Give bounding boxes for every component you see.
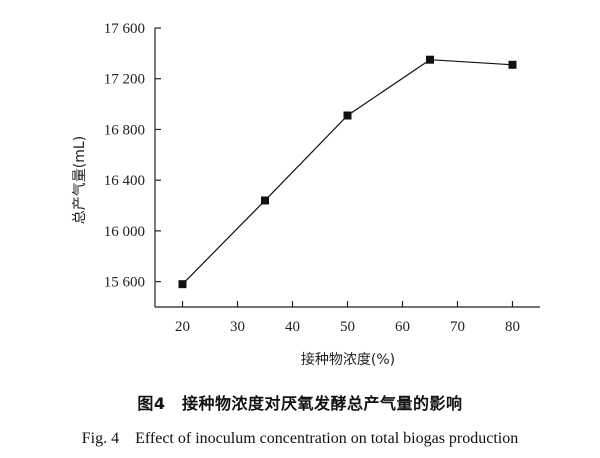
x-tick-label: 70 bbox=[450, 319, 465, 335]
series-line bbox=[182, 59, 513, 285]
x-tick-label: 40 bbox=[285, 319, 300, 335]
x-tick-label: 60 bbox=[395, 319, 410, 335]
y-tick-label: 15 600 bbox=[104, 275, 145, 291]
y-tick-label: 16 800 bbox=[104, 122, 145, 138]
chart-axes: 15 600 16 000 16 400 16 800 17 200 17 600 20 30… bbox=[104, 21, 540, 335]
x-tick-label: 30 bbox=[230, 319, 245, 335]
y-tick-label: 16 000 bbox=[104, 224, 145, 240]
y-tick-label: 16 400 bbox=[104, 173, 145, 189]
figure-caption-english: Fig. 4 Effect of inoculum concentration … bbox=[81, 430, 519, 447]
data-point bbox=[508, 60, 517, 69]
data-point bbox=[261, 196, 269, 205]
chart-series bbox=[178, 55, 517, 289]
line-chart: 15 600 16 000 16 400 16 800 17 200 17 600 20 30… bbox=[72, 21, 540, 368]
data-point bbox=[178, 280, 187, 289]
y-tick-label: 17 600 bbox=[104, 21, 145, 37]
x-tick-label: 50 bbox=[340, 319, 355, 335]
x-tick-label: 80 bbox=[505, 319, 520, 335]
y-tick-label: 17 200 bbox=[104, 72, 145, 88]
x-tick-label: 20 bbox=[175, 319, 190, 335]
data-point bbox=[343, 111, 352, 120]
x-axis-title: 接种物浓度(%) bbox=[301, 351, 395, 368]
data-point bbox=[426, 55, 434, 64]
figure-caption-chinese: 图4 接种物浓度对厌氧发酵总产气量的影响 bbox=[137, 394, 463, 413]
y-axis-title: 总产气量(mL) bbox=[72, 136, 88, 224]
